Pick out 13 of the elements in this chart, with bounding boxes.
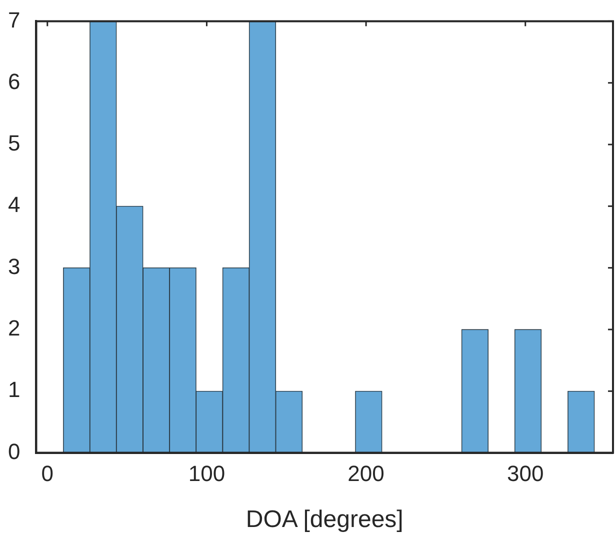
x-tick-label: 0 (41, 461, 54, 486)
x-axis-title: DOA [degrees] (246, 506, 404, 534)
y-tick-label: 2 (8, 316, 20, 341)
x-tick-label: 100 (188, 461, 226, 486)
x-tick-label: 300 (507, 461, 544, 486)
y-tick-label: 5 (8, 130, 20, 156)
y-tick-label: 1 (8, 377, 20, 402)
x-tick-label: 200 (348, 461, 384, 486)
y-tick-label: 6 (8, 68, 20, 94)
y-tick-label: 7 (8, 7, 20, 32)
y-tick-label: 4 (8, 192, 20, 218)
y-tick-label: 3 (8, 254, 20, 279)
y-tick-label: 0 (8, 438, 20, 464)
